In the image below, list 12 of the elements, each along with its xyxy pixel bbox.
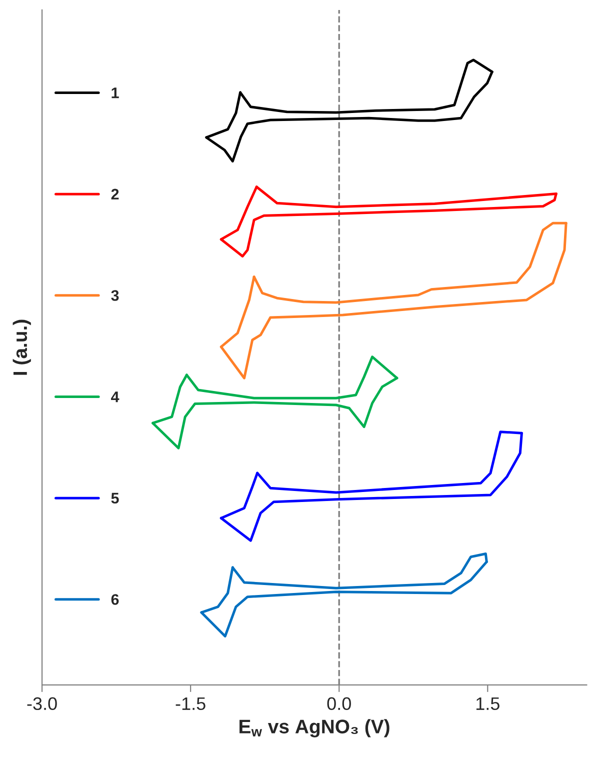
x-tick-label: 1.5 [476,697,500,710]
legend-label: 6 [111,594,119,605]
x-axis-title: E$_{w}$ vs AgNO₃ (V) [240,719,390,738]
x-tick-label: 0.0 [327,697,351,710]
y-axis-title: I (a.u.) [12,320,31,375]
legend-label: 4 [111,392,120,402]
legend-label: 2 [111,188,119,200]
legend-label: 5 [111,492,119,504]
x-tick-label: -1.5 [176,697,206,710]
legend-label: 3 [111,290,119,301]
legend-label: 1 [112,88,119,98]
x-tick-label: -3.0 [27,697,57,710]
